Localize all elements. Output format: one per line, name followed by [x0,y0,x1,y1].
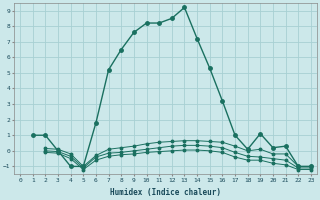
X-axis label: Humidex (Indice chaleur): Humidex (Indice chaleur) [110,188,221,197]
